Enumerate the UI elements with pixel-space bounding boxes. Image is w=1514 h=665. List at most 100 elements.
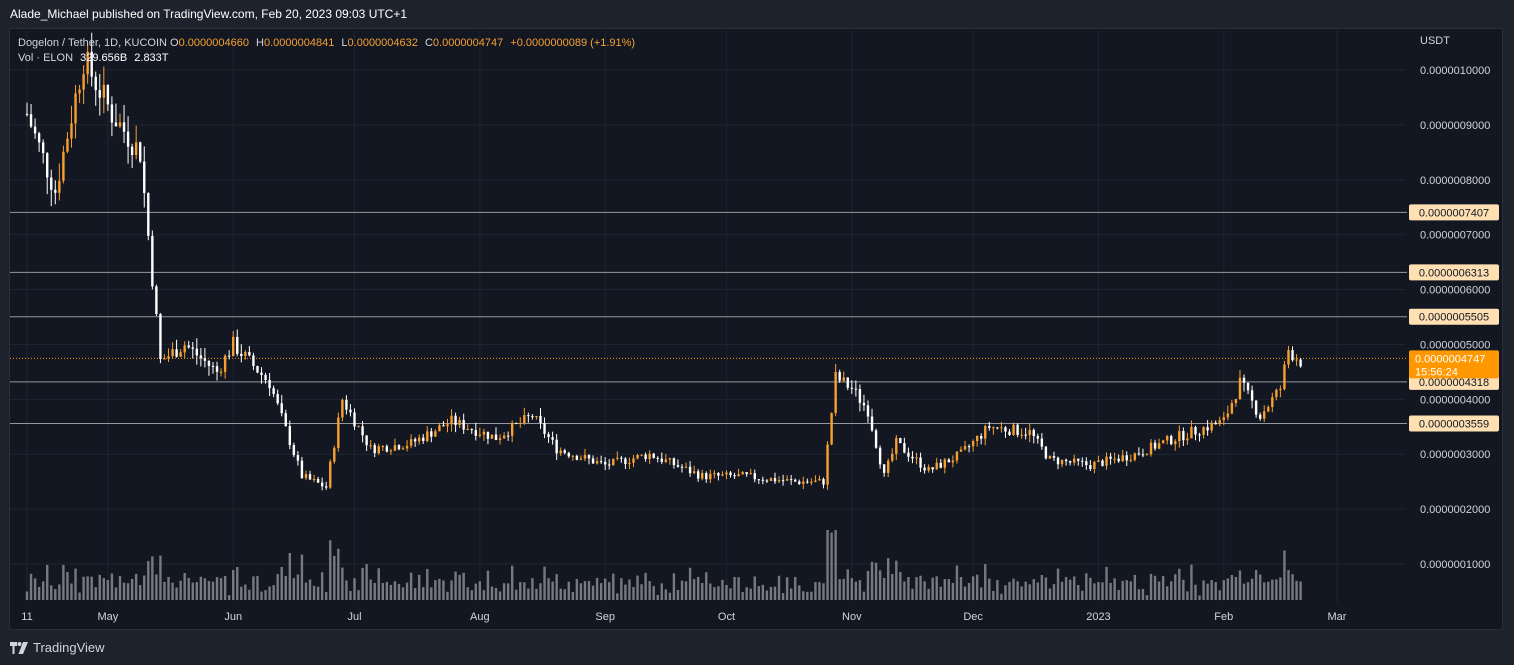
candle-body[interactable]: [284, 413, 287, 427]
candle-body[interactable]: [773, 478, 777, 482]
candle-body[interactable]: [599, 461, 603, 463]
candle-body[interactable]: [288, 426, 292, 446]
candle-body[interactable]: [215, 366, 219, 372]
candle-body[interactable]: [1089, 465, 1092, 470]
candle-body[interactable]: [1032, 429, 1035, 437]
candle-body[interactable]: [385, 446, 389, 452]
candle-body[interactable]: [506, 435, 510, 437]
candle-body[interactable]: [1097, 460, 1100, 462]
candle-body[interactable]: [717, 473, 720, 476]
candle-body[interactable]: [223, 355, 227, 372]
candle-body[interactable]: [458, 419, 461, 426]
candle-body[interactable]: [882, 464, 886, 473]
candle-body[interactable]: [1291, 350, 1294, 361]
candle-body[interactable]: [159, 313, 162, 359]
candle-body[interactable]: [401, 448, 405, 450]
candle-body[interactable]: [1137, 453, 1141, 455]
candle-body[interactable]: [219, 371, 223, 373]
candle-body[interactable]: [438, 425, 441, 432]
candle-body[interactable]: [963, 446, 967, 450]
candle-body[interactable]: [300, 460, 304, 479]
footer-brand[interactable]: TradingView: [10, 640, 105, 655]
candle-body[interactable]: [1178, 431, 1181, 442]
candle-body[interactable]: [862, 402, 866, 406]
candle-body[interactable]: [276, 394, 279, 404]
candle-body[interactable]: [272, 388, 275, 395]
candle-body[interactable]: [527, 415, 530, 417]
candle-body[interactable]: [931, 467, 934, 470]
candle-body[interactable]: [203, 358, 207, 361]
candle-body[interactable]: [595, 461, 599, 464]
candle-body[interactable]: [1048, 456, 1052, 459]
candle-body[interactable]: [1125, 455, 1128, 461]
candle-body[interactable]: [474, 430, 477, 436]
candle-body[interactable]: [304, 474, 308, 479]
candle-body[interactable]: [426, 431, 429, 441]
candle-body[interactable]: [721, 474, 724, 476]
candle-body[interactable]: [207, 360, 211, 366]
candle-body[interactable]: [1000, 427, 1003, 429]
candle-body[interactable]: [794, 479, 797, 482]
candle-body[interactable]: [155, 286, 158, 314]
candle-body[interactable]: [1093, 461, 1096, 470]
candle-body[interactable]: [567, 452, 570, 457]
candle-body[interactable]: [1295, 359, 1298, 361]
candle-body[interactable]: [1214, 422, 1217, 425]
candle-body[interactable]: [470, 429, 473, 431]
candle-body[interactable]: [236, 336, 239, 354]
candle-body[interactable]: [705, 473, 708, 480]
candle-body[interactable]: [353, 412, 356, 427]
candle-body[interactable]: [612, 458, 615, 466]
candle-body[interactable]: [341, 399, 344, 418]
candle-body[interactable]: [1121, 455, 1124, 462]
candle-body[interactable]: [478, 434, 482, 436]
candle-body[interactable]: [729, 472, 732, 476]
candle-body[interactable]: [713, 473, 716, 475]
candle-body[interactable]: [393, 445, 397, 451]
candle-body[interactable]: [741, 472, 744, 475]
candle-body[interactable]: [1218, 420, 1221, 425]
symbol-name[interactable]: Dogelon / Tether, 1D, KUCOIN: [18, 37, 167, 49]
candle-body[interactable]: [369, 445, 372, 447]
candle-body[interactable]: [842, 377, 845, 381]
candle-body[interactable]: [1040, 438, 1044, 447]
candle-body[interactable]: [280, 403, 283, 414]
candle-body[interactable]: [409, 439, 413, 446]
candle-body[interactable]: [648, 453, 651, 459]
candle-body[interactable]: [870, 416, 874, 431]
candle-body[interactable]: [126, 131, 130, 147]
candle-body[interactable]: [1141, 454, 1145, 456]
candle-body[interactable]: [1060, 459, 1064, 465]
candle-body[interactable]: [316, 478, 320, 483]
candle-body[interactable]: [1129, 459, 1132, 461]
candle-body[interactable]: [260, 372, 263, 375]
candle-body[interactable]: [442, 425, 445, 427]
candle-body[interactable]: [50, 177, 53, 190]
candle-body[interactable]: [232, 336, 235, 357]
candle-body[interactable]: [29, 114, 33, 127]
candle-body[interactable]: [1101, 460, 1104, 466]
candle-body[interactable]: [82, 74, 85, 90]
candle-body[interactable]: [1016, 424, 1019, 435]
candle-body[interactable]: [652, 453, 655, 458]
candle-body[interactable]: [632, 458, 635, 463]
candle-body[interactable]: [636, 454, 639, 459]
candle-body[interactable]: [450, 415, 453, 425]
candle-body[interactable]: [903, 443, 906, 453]
candle-body[interactable]: [1283, 364, 1286, 390]
candle-body[interactable]: [163, 358, 166, 360]
candle-body[interactable]: [1299, 359, 1302, 367]
candle-body[interactable]: [688, 466, 692, 474]
candle-body[interactable]: [571, 455, 575, 457]
candle-body[interactable]: [1004, 427, 1007, 432]
candle-body[interactable]: [984, 426, 987, 439]
candle-body[interactable]: [765, 480, 769, 482]
candle-body[interactable]: [749, 473, 752, 475]
candle-body[interactable]: [1028, 429, 1031, 436]
candle-body[interactable]: [915, 457, 918, 459]
candle-body[interactable]: [1275, 389, 1278, 398]
candle-body[interactable]: [951, 460, 955, 463]
candle-body[interactable]: [25, 113, 29, 115]
candle-body[interactable]: [110, 104, 114, 123]
candle-body[interactable]: [54, 189, 57, 193]
